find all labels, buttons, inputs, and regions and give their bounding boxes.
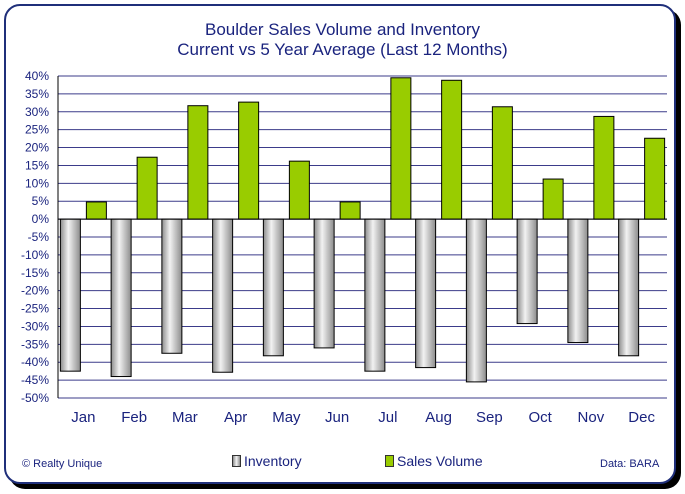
x-tick-label: Jan (71, 409, 95, 426)
inventory-bar (262, 218, 284, 357)
y-tick-label: 25% (25, 123, 49, 137)
grid-lines (58, 75, 667, 399)
sales-volume-bar (390, 77, 412, 220)
x-tick-label: Aug (425, 409, 452, 426)
sales-volume-bar (491, 106, 513, 220)
y-tick-label: 0% (32, 212, 50, 226)
y-tick-label: 40% (25, 69, 49, 83)
inventory-bar (567, 218, 589, 344)
y-tick-label: 30% (25, 105, 49, 119)
chart-subtitle: Current vs 5 Year Average (Last 12 Month… (177, 40, 508, 59)
x-tick-label: Feb (121, 409, 147, 426)
inventory-bar (110, 218, 132, 378)
y-tick-label: -20% (21, 284, 49, 298)
x-tick-label: Dec (628, 409, 655, 426)
source-text: Data: BARA (600, 458, 660, 470)
inventory-bar (212, 218, 234, 373)
chart-title: Boulder Sales Volume and Inventory (204, 20, 480, 39)
y-tick-label: -40% (21, 355, 49, 369)
x-tick-label: Mar (172, 409, 198, 426)
legend-label-sales: Sales Volume (397, 453, 483, 469)
y-tick-label: 15% (25, 158, 49, 172)
y-tick-label: 35% (25, 87, 49, 101)
y-tick-label: -30% (21, 319, 49, 333)
x-tick-label: Oct (528, 409, 552, 426)
y-tick-label: -50% (21, 391, 49, 405)
legend-label-inventory: Inventory (244, 453, 302, 469)
legend-swatch-sales (385, 455, 394, 467)
x-tick-label: Sep (476, 409, 503, 426)
credit-text: © Realty Unique (22, 458, 103, 470)
inventory-bar (313, 218, 335, 349)
x-tick-label: May (272, 409, 301, 426)
y-tick-label: -25% (21, 302, 49, 316)
y-tick-label: -35% (21, 337, 49, 351)
x-tick-label: Apr (224, 409, 247, 426)
sales-volume-bar (644, 137, 666, 220)
y-tick-label: 20% (25, 141, 49, 155)
inventory-bar (364, 218, 386, 372)
bars (59, 77, 666, 383)
y-tick-label: -5% (28, 230, 50, 244)
x-tick-label: Jul (378, 409, 397, 426)
inventory-bar (516, 218, 538, 325)
legend-item-inventory: Inventory (232, 453, 302, 469)
sales-volume-bar (288, 160, 310, 220)
inventory-bar (618, 218, 640, 357)
x-tick-label: Nov (578, 409, 605, 426)
sales-volume-bar (238, 101, 260, 220)
legend-item-sales: Sales Volume (385, 453, 483, 469)
inventory-bar (415, 218, 437, 369)
inventory-bar (161, 218, 183, 354)
y-tick-label: -15% (21, 266, 49, 280)
y-tick-label: -10% (21, 248, 49, 262)
sales-volume-bar (85, 201, 107, 220)
sales-volume-bar (593, 115, 615, 220)
sales-volume-bar (441, 79, 463, 220)
y-tick-label: -45% (21, 373, 49, 387)
inventory-bar (465, 218, 487, 383)
sales-volume-bar (136, 156, 158, 220)
axes: 40% 35% 30% 25% 20% 15% 10% 5% 0% -5% -10% -15% -20%… (21, 69, 667, 426)
inventory-bar (59, 218, 81, 372)
y-tick-label: 10% (25, 176, 49, 190)
x-tick-label: Jun (325, 409, 349, 426)
sales-volume-bar (339, 201, 361, 220)
sales-volume-bar (542, 178, 564, 220)
y-tick-label: 5% (32, 194, 50, 208)
legend-swatch-inventory (232, 455, 241, 467)
sales-volume-bar (187, 105, 209, 220)
